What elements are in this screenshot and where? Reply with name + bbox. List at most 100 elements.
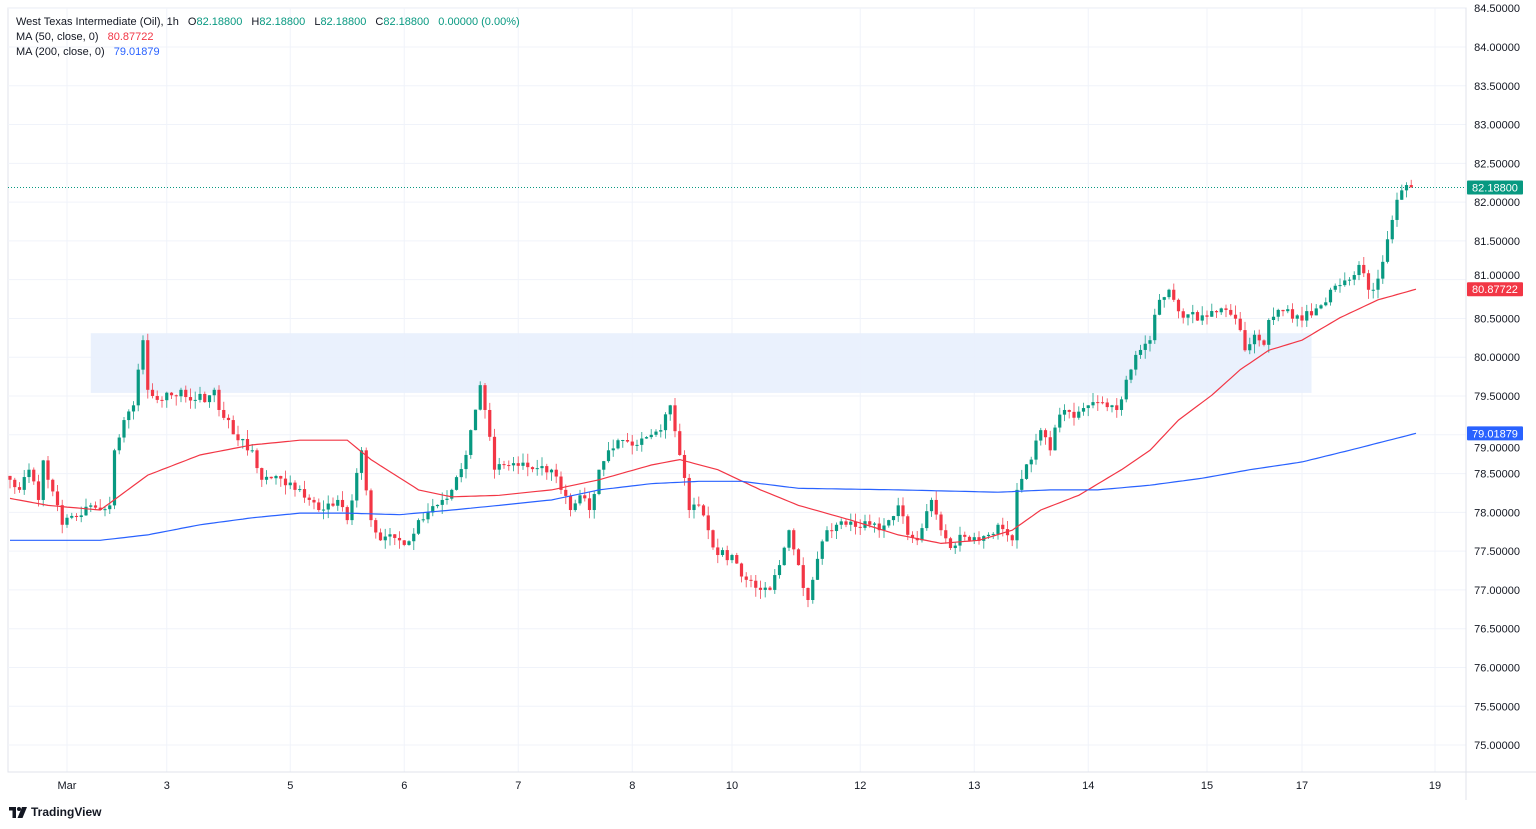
candle-body[interactable]: [1091, 402, 1095, 406]
candle-body[interactable]: [1219, 308, 1223, 313]
candle-body[interactable]: [782, 547, 786, 566]
candle-body[interactable]: [986, 534, 991, 537]
candle-body[interactable]: [1148, 340, 1152, 344]
candle-body[interactable]: [1157, 299, 1162, 315]
candle-body[interactable]: [1172, 289, 1176, 300]
candle-body[interactable]: [749, 579, 753, 581]
candle-body[interactable]: [1043, 430, 1048, 438]
candle-body[interactable]: [155, 395, 159, 400]
candle-body[interactable]: [687, 477, 691, 511]
ma200-line[interactable]: [10, 432, 1417, 541]
candle-body[interactable]: [564, 489, 568, 496]
candle-body[interactable]: [1138, 349, 1143, 355]
candle-body[interactable]: [84, 506, 88, 516]
candle-body[interactable]: [326, 503, 330, 510]
candle-body[interactable]: [41, 460, 45, 500]
candle-body[interactable]: [298, 489, 302, 491]
candle-body[interactable]: [288, 482, 292, 486]
candle-body[interactable]: [858, 526, 862, 528]
candle-body[interactable]: [1072, 411, 1076, 418]
candle-body[interactable]: [274, 476, 278, 479]
candle-body[interactable]: [929, 499, 934, 512]
candle-body[interactable]: [967, 536, 972, 541]
candle-body[interactable]: [1067, 409, 1071, 412]
candle-body[interactable]: [1252, 334, 1257, 345]
candle-body[interactable]: [844, 521, 848, 525]
candle-body[interactable]: [678, 431, 682, 455]
candle-body[interactable]: [374, 520, 378, 533]
candle-body[interactable]: [516, 463, 520, 466]
candle-body[interactable]: [530, 467, 535, 470]
candle-body[interactable]: [1010, 535, 1014, 541]
candle-body[interactable]: [1167, 289, 1171, 298]
candle-body[interactable]: [1290, 309, 1295, 319]
candle-body[interactable]: [649, 434, 653, 438]
candle-body[interactable]: [806, 587, 810, 601]
candle-body[interactable]: [1286, 309, 1290, 312]
price-chart[interactable]: 75.00000 75.50000 76.00000 76.50000 77.00000…: [0, 0, 1536, 800]
candle-body[interactable]: [815, 558, 820, 580]
candle-body[interactable]: [127, 411, 131, 421]
candle-body[interactable]: [621, 440, 625, 442]
candle-body[interactable]: [1034, 440, 1038, 460]
candle-body[interactable]: [165, 392, 169, 401]
candle-body[interactable]: [792, 530, 796, 550]
candle-body[interactable]: [1214, 311, 1219, 313]
candle-body[interactable]: [920, 528, 924, 541]
candle-body[interactable]: [402, 540, 406, 545]
candle-body[interactable]: [711, 530, 715, 548]
candle-body[interactable]: [454, 477, 459, 490]
candle-body[interactable]: [169, 392, 174, 396]
candle-body[interactable]: [1400, 190, 1404, 200]
candle-body[interactable]: [431, 506, 435, 513]
candle-body[interactable]: [492, 436, 497, 470]
candle-body[interactable]: [13, 479, 17, 488]
candle-body[interactable]: [250, 450, 254, 452]
candle-body[interactable]: [483, 385, 487, 410]
candle-body[interactable]: [573, 503, 577, 511]
tradingview-logo[interactable]: TradingView: [9, 805, 101, 819]
candle-body[interactable]: [1186, 314, 1190, 318]
candle-body[interactable]: [682, 454, 687, 478]
candle-body[interactable]: [426, 512, 430, 520]
candle-body[interactable]: [1110, 405, 1114, 408]
candle-body[interactable]: [1058, 414, 1062, 428]
candle-body[interactable]: [659, 430, 663, 432]
candle-body[interactable]: [445, 498, 449, 500]
candle-body[interactable]: [882, 525, 886, 531]
candle-body[interactable]: [131, 405, 136, 412]
candle-body[interactable]: [1238, 318, 1242, 331]
candle-body[interactable]: [644, 437, 649, 439]
candle-body[interactable]: [70, 515, 74, 518]
candle-body[interactable]: [1352, 275, 1356, 280]
candle-body[interactable]: [1100, 402, 1105, 404]
candle-body[interactable]: [141, 340, 145, 370]
candle-body[interactable]: [640, 438, 644, 445]
candle-body[interactable]: [336, 499, 340, 506]
candle-body[interactable]: [407, 541, 411, 545]
candle-body[interactable]: [1276, 309, 1280, 317]
candle-body[interactable]: [1224, 308, 1228, 310]
candle-body[interactable]: [1162, 297, 1166, 300]
candle-body[interactable]: [22, 477, 26, 490]
candle-body[interactable]: [1324, 302, 1328, 306]
candle-body[interactable]: [939, 514, 943, 531]
candle-body[interactable]: [1376, 278, 1380, 290]
candle-body[interactable]: [1390, 219, 1394, 240]
candle-body[interactable]: [378, 532, 383, 541]
candle-body[interactable]: [1262, 340, 1266, 345]
candle-body[interactable]: [478, 385, 482, 410]
candle-body[interactable]: [1395, 199, 1399, 220]
candle-body[interactable]: [51, 479, 55, 492]
candle-body[interactable]: [540, 466, 544, 469]
candle-body[interactable]: [283, 478, 288, 486]
candle-body[interactable]: [739, 563, 744, 577]
candle-body[interactable]: [255, 450, 259, 469]
candle-body[interactable]: [587, 498, 592, 511]
candle-body[interactable]: [611, 448, 615, 451]
candle-body[interactable]: [944, 530, 948, 539]
candle-body[interactable]: [1200, 315, 1204, 321]
candle-body[interactable]: [720, 550, 725, 556]
candle-body[interactable]: [592, 494, 596, 511]
candle-body[interactable]: [763, 587, 767, 590]
